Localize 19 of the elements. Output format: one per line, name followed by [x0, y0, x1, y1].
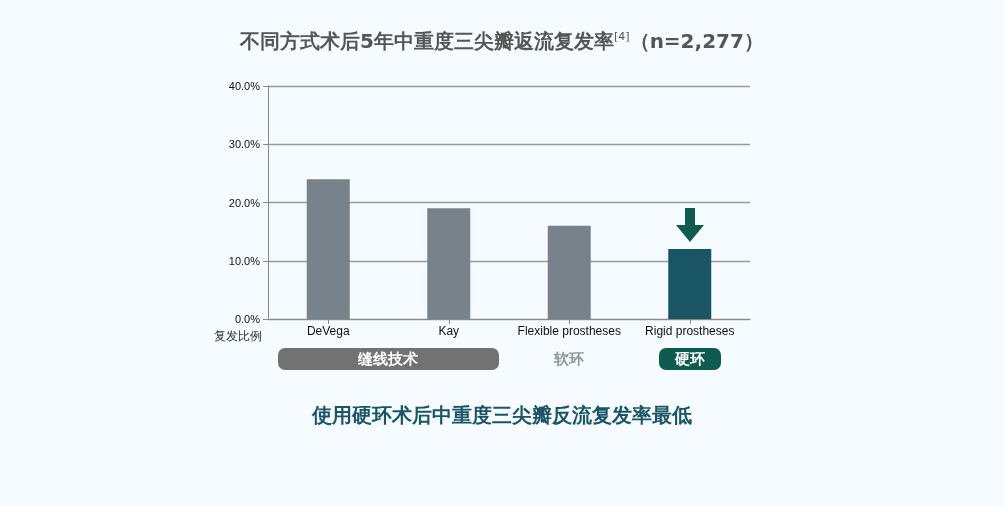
x-tick-label: DeVega — [306, 324, 350, 338]
y-tick-label: 10.0% — [228, 254, 261, 267]
chart-title: 不同方式术后5年中重度三尖瓣返流复发率$^{[4]}$（n=2,277） — [238, 28, 765, 55]
y-tick-label: 0.0% — [234, 313, 261, 325]
bar — [547, 225, 591, 319]
text: 使用硬环术后中重度三尖瓣反流复发率最低 — [311, 402, 693, 429]
y-tick-label: 20.0% — [228, 196, 261, 209]
text: 软环 — [552, 349, 586, 370]
text: 硬环 — [658, 348, 721, 370]
y-tick-label: 40.0% — [228, 80, 261, 92]
bar — [668, 249, 712, 319]
text: 缝线技术 — [277, 348, 500, 370]
x-tick-label: Rigid prostheses — [645, 324, 735, 338]
bar — [306, 179, 350, 319]
x-tick-label: Kay — [438, 324, 460, 338]
bar — [427, 208, 471, 319]
x-tick-label: Flexible prostheses — [517, 324, 621, 338]
y-axis-title: 复发比例 — [214, 328, 262, 345]
y-tick-label: 30.0% — [228, 138, 261, 151]
